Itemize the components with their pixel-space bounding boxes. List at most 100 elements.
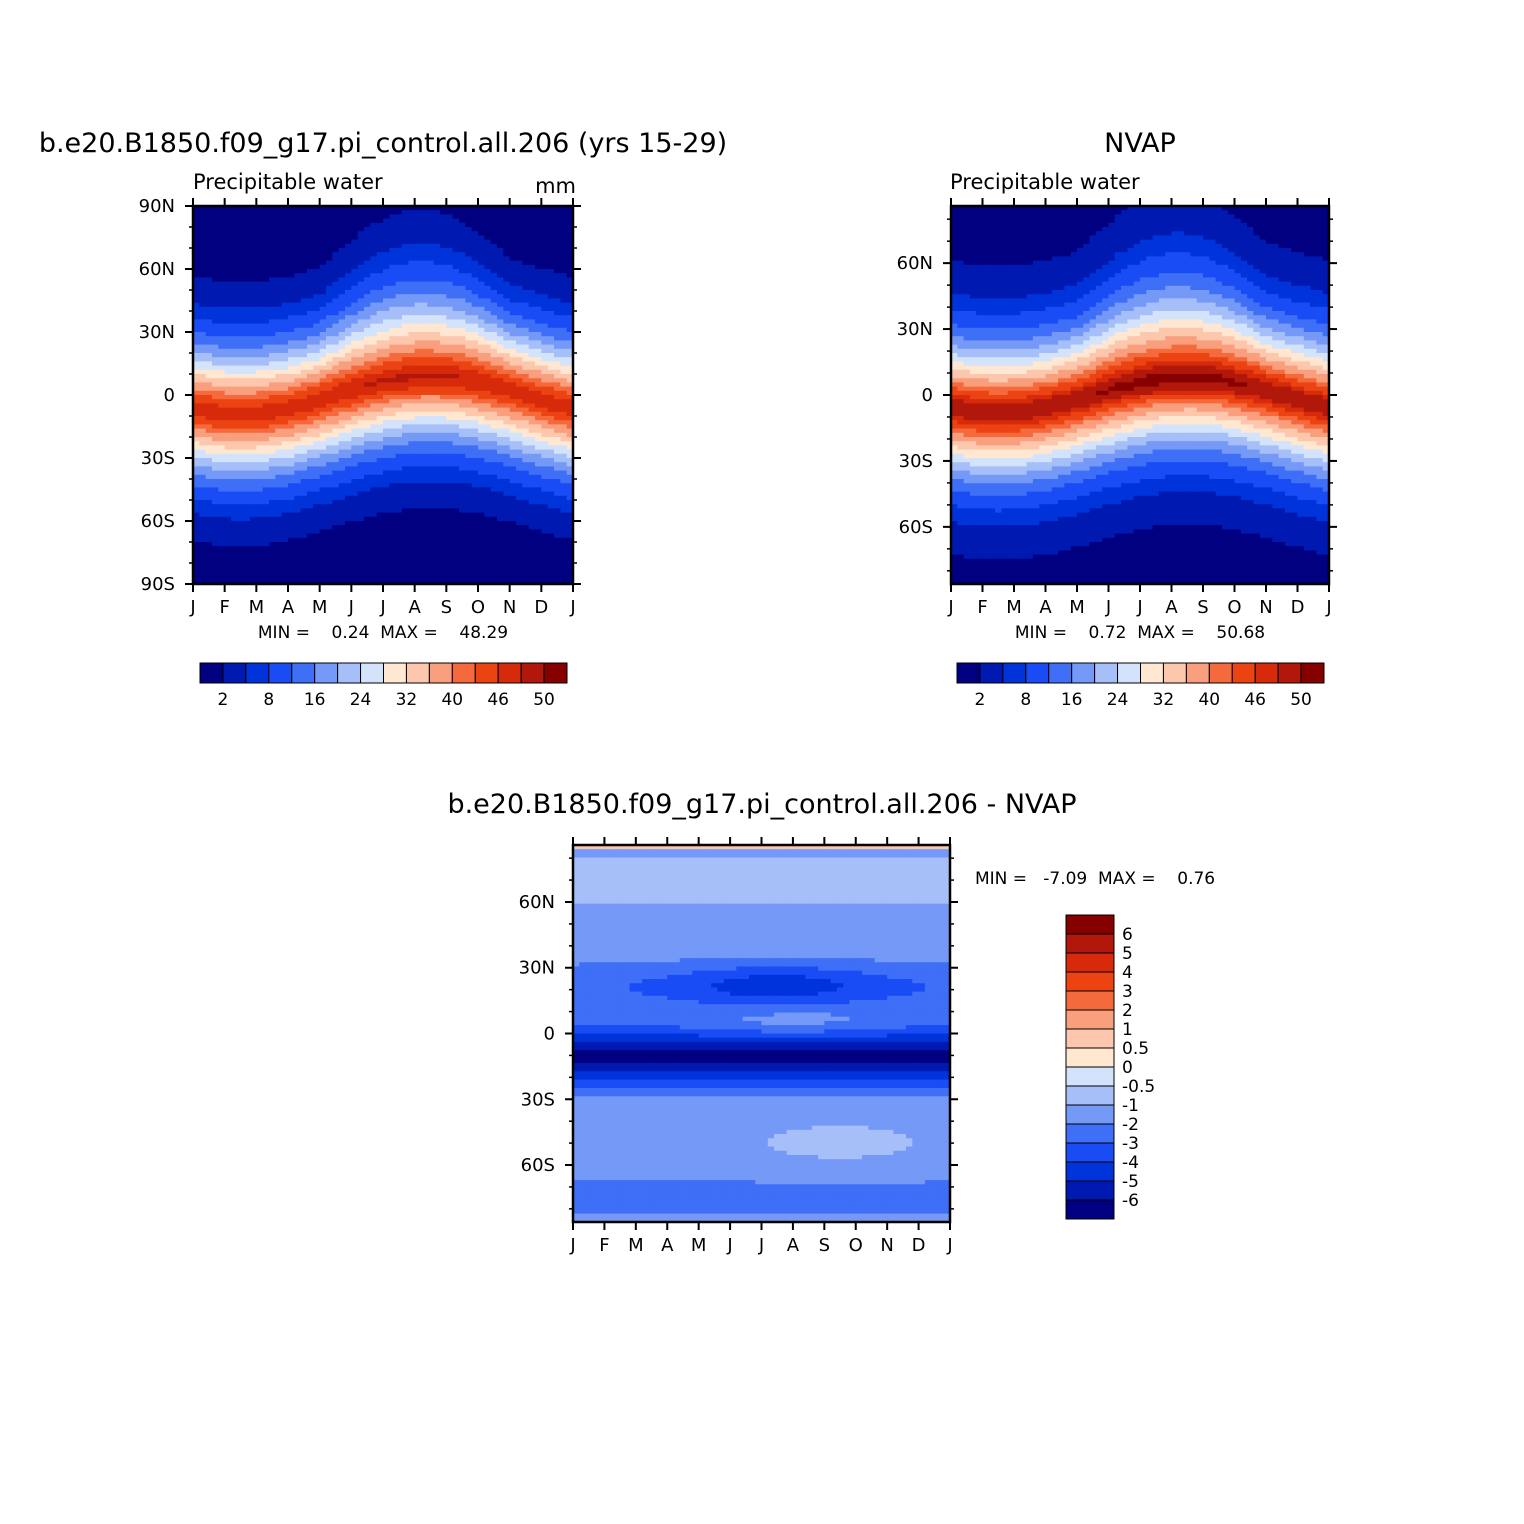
field-cell [205, 466, 213, 472]
field-cell [490, 327, 498, 333]
field-cell [199, 361, 207, 367]
field-cell [199, 453, 207, 459]
field-cell [522, 437, 530, 442]
field-cell [535, 348, 542, 354]
field-cell [478, 227, 485, 232]
field-cell [566, 504, 574, 509]
field-cell [338, 302, 346, 308]
field-cell [490, 239, 498, 245]
field-cell [395, 252, 403, 257]
field-cell [541, 214, 549, 220]
field-cell [269, 479, 276, 484]
field-cell [566, 453, 574, 459]
field-cell [193, 336, 200, 341]
field-cell [503, 416, 511, 421]
field-cell [459, 235, 466, 241]
field-cell [364, 395, 371, 400]
field-cell [262, 458, 270, 463]
field-cell [288, 537, 295, 543]
field-cell [484, 222, 492, 228]
field-cell [300, 521, 308, 526]
field-cell [516, 285, 523, 291]
field-cell [250, 542, 257, 547]
field-cell [509, 315, 517, 320]
field-cell [319, 256, 327, 262]
field-cell [522, 420, 530, 425]
field-cell [275, 281, 283, 287]
field-cell [465, 327, 473, 333]
field-cell [351, 315, 359, 320]
field-cell [471, 353, 479, 358]
field-cell [205, 420, 213, 425]
field-cell [402, 344, 409, 350]
field-cell [427, 462, 435, 467]
field-cell [218, 269, 226, 274]
field-cell [490, 210, 498, 215]
field-cell [471, 214, 479, 220]
field-cell [509, 491, 517, 497]
field-cell [478, 508, 485, 514]
field-cell [376, 218, 384, 224]
field-cell [313, 437, 321, 442]
field-cell [566, 294, 574, 299]
field-cell [484, 340, 492, 346]
field-cell [237, 210, 245, 215]
field-cell [364, 521, 371, 526]
field-cell [452, 290, 460, 295]
field-cell [319, 332, 327, 337]
field-cell [364, 508, 371, 514]
field-cell [205, 264, 213, 270]
field-cell [269, 231, 276, 236]
field-cell [250, 508, 257, 514]
field-cell [199, 348, 207, 354]
field-cell [421, 290, 428, 295]
field-cell [262, 445, 270, 451]
field-cell [250, 470, 257, 476]
field-cell [307, 374, 314, 379]
field-cell [433, 504, 441, 509]
field-cell [275, 344, 283, 350]
field-cell [484, 214, 492, 220]
field-cell [465, 390, 473, 396]
field-cell [313, 533, 321, 539]
field-cell [440, 294, 447, 299]
field-cell [383, 294, 390, 299]
field-cell [364, 260, 371, 266]
field-cell [516, 315, 523, 320]
field-cell [395, 273, 403, 278]
field-cell [427, 285, 435, 291]
field-cell [205, 340, 213, 346]
field-cell [231, 348, 238, 354]
field-cell [243, 256, 251, 262]
field-cell [560, 411, 568, 417]
field-cell [313, 277, 321, 283]
field-cell [237, 470, 245, 476]
field-cell [408, 332, 416, 337]
field-cell [433, 365, 441, 371]
field-cell [275, 411, 283, 417]
field-cell [497, 500, 504, 505]
field-cell [364, 294, 371, 299]
field-cell [338, 474, 346, 480]
field-cell [452, 239, 460, 245]
field-cell [383, 348, 390, 354]
field-cell [281, 437, 289, 442]
field-cell [509, 500, 517, 505]
field-cell [357, 445, 365, 451]
field-cell [414, 323, 422, 329]
field-cell [516, 470, 523, 476]
field-cell [427, 374, 435, 379]
field-cell [288, 235, 295, 241]
field-cell [566, 374, 574, 379]
field-cell [332, 441, 340, 446]
field-cell [516, 533, 523, 539]
field-cell [535, 290, 542, 295]
field-cell [319, 260, 327, 266]
field-cell [383, 277, 390, 283]
field-cell [440, 453, 447, 459]
field-cell [262, 411, 270, 417]
field-cell [566, 474, 574, 480]
field-cell [243, 416, 251, 421]
field-cell [212, 277, 219, 283]
field-cell [421, 537, 428, 543]
